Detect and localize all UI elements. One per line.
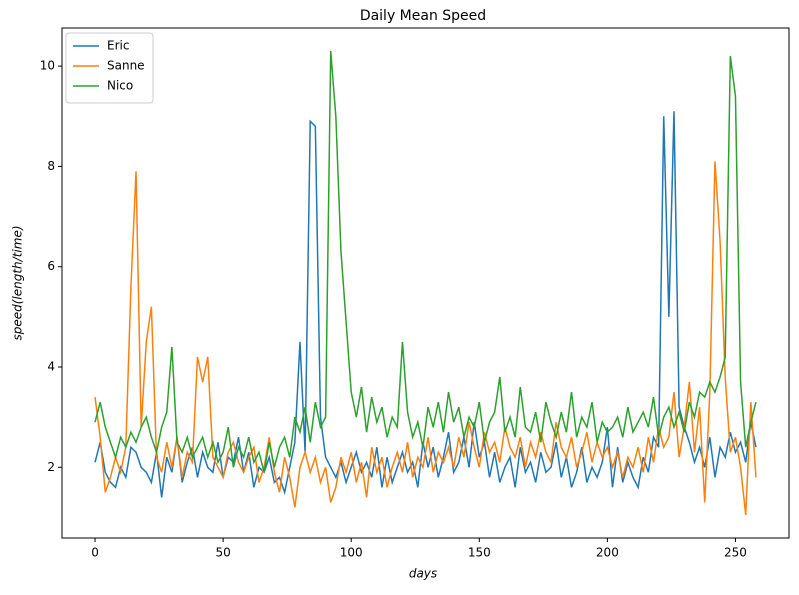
y-tick-label: 8 (47, 159, 55, 173)
series-line (94, 161, 757, 516)
series-line (94, 51, 757, 473)
axes-frame (61, 27, 790, 539)
y-axis-label: speed(length/time) (11, 225, 25, 340)
x-tick-label: 50 (215, 546, 230, 560)
x-tick-label: 250 (724, 546, 747, 560)
x-tick-label: 0 (91, 546, 99, 560)
y-tick-label: 10 (40, 59, 55, 73)
y-tick-label: 6 (47, 259, 55, 273)
x-tick-label: 100 (340, 546, 363, 560)
x-tick-label: 150 (468, 546, 491, 560)
legend-label: Sanne (107, 59, 145, 73)
x-axis-label: days (409, 567, 437, 581)
x-tick-label: 200 (596, 546, 619, 560)
plot-area (94, 51, 757, 516)
legend: Eric Sanne Nico (65, 32, 154, 104)
legend-label: Eric (107, 39, 129, 53)
y-tick-label: 2 (47, 460, 55, 474)
y-tick-label: 4 (47, 359, 55, 373)
chart-title: Daily Mean Speed (360, 8, 486, 24)
legend-label: Nico (107, 79, 133, 93)
